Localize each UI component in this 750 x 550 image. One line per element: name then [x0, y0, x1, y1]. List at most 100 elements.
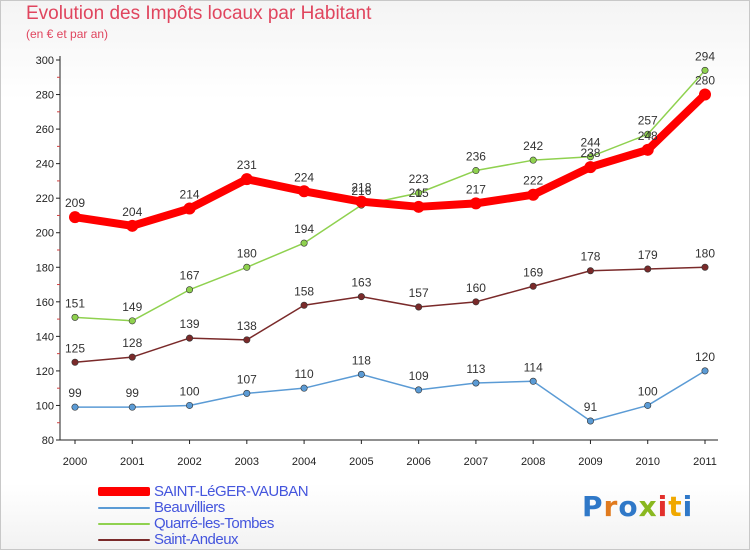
data-point: [243, 263, 251, 271]
data-label: 179: [638, 248, 658, 262]
x-tick-label: 2005: [349, 456, 373, 468]
y-tick-label: 260: [36, 124, 54, 136]
data-label: 163: [351, 276, 371, 290]
chart-subtitle: (en € et par an): [26, 27, 109, 41]
data-point: [644, 401, 652, 409]
series-line: [71, 90, 709, 230]
data-point: [71, 358, 79, 366]
data-point: [641, 143, 654, 156]
data-label: 128: [122, 336, 142, 350]
data-point: [298, 185, 311, 198]
data-point: [415, 386, 423, 394]
x-tick-label: 2006: [406, 456, 430, 468]
legend-swatch: [98, 507, 150, 509]
data-point: [415, 303, 423, 311]
data-point: [357, 293, 365, 301]
data-point: [701, 263, 709, 271]
data-point: [701, 367, 709, 375]
data-point: [527, 188, 540, 201]
data-label: 204: [122, 205, 142, 219]
data-label: 118: [352, 353, 371, 367]
y-tick-label: 280: [36, 90, 54, 102]
y-tick-label: 80: [42, 435, 54, 447]
logo-letter: o: [618, 490, 639, 523]
data-point: [240, 173, 253, 186]
y-tick-label: 140: [36, 331, 54, 343]
data-label: 238: [580, 146, 600, 160]
proxiti-logo: Proxiti: [582, 490, 693, 523]
x-tick-label: 2008: [521, 456, 545, 468]
data-point: [186, 334, 194, 342]
logo-letter: r: [603, 490, 619, 523]
series-line: [74, 266, 706, 364]
data-point: [472, 167, 480, 175]
data-label: 294: [695, 49, 715, 63]
data-point: [71, 313, 79, 321]
data-point: [412, 200, 425, 213]
data-point: [472, 379, 480, 387]
y-tick-label: 120: [36, 366, 54, 378]
data-point: [701, 66, 709, 74]
data-label: 242: [523, 139, 543, 153]
data-label: 224: [294, 170, 314, 184]
data-label: 231: [237, 158, 257, 172]
y-tick-label: 240: [36, 159, 54, 171]
data-point: [586, 153, 594, 161]
data-label: 218: [351, 181, 371, 195]
data-label: 209: [65, 196, 85, 210]
data-point: [472, 298, 480, 306]
data-point: [644, 130, 652, 138]
legend-label: SAINT-LéGER-VAUBAN: [154, 483, 309, 500]
x-tick-label: 2009: [578, 456, 602, 468]
data-label: 280: [695, 74, 715, 88]
data-point: [300, 239, 308, 247]
logo-letter: x: [638, 490, 658, 523]
data-label: 236: [466, 150, 486, 164]
y-tick-label: 100: [36, 400, 54, 412]
data-label: 167: [180, 269, 200, 283]
data-label: 151: [65, 296, 85, 310]
y-tick-label: 220: [36, 193, 54, 205]
data-point: [243, 389, 251, 397]
data-label: 110: [295, 367, 314, 381]
series-line: [74, 69, 706, 322]
data-point: [128, 317, 136, 325]
data-point: [469, 197, 482, 210]
data-label: 149: [122, 300, 142, 314]
legend-label: Beauvilliers: [154, 499, 225, 516]
logo-letter: t: [668, 490, 683, 523]
data-label: 169: [523, 265, 543, 279]
data-label: 180: [237, 246, 257, 260]
data-point: [300, 301, 308, 309]
data-label: 214: [180, 188, 200, 202]
data-point: [699, 88, 711, 101]
data-point: [357, 370, 365, 378]
legend-label: Quarré-les-Tombes: [154, 515, 274, 532]
data-label: 222: [523, 174, 543, 188]
x-tick-label: 2007: [464, 456, 488, 468]
data-label: 99: [68, 386, 82, 400]
chart-title: Evolution des Impôts locaux par Habitant: [26, 3, 372, 24]
data-label: 120: [695, 350, 715, 364]
data-label: 114: [524, 360, 543, 374]
x-tick-label: 2000: [63, 456, 87, 468]
legend-swatch: [98, 523, 150, 525]
y-tick-label: 200: [36, 228, 54, 240]
data-label: 107: [237, 372, 257, 386]
data-point: [186, 286, 194, 294]
x-tick-label: 2010: [635, 456, 659, 468]
data-point: [355, 195, 368, 208]
data-label: 178: [580, 250, 600, 264]
logo-letter: i: [657, 490, 669, 523]
data-point: [415, 189, 423, 197]
data-point: [126, 219, 139, 232]
logo-letter: i: [682, 490, 694, 523]
data-label: 223: [409, 172, 429, 186]
data-label: 248: [638, 129, 658, 143]
data-label: 138: [237, 319, 257, 333]
data-point: [529, 282, 537, 290]
data-point: [128, 403, 136, 411]
logo-letter: P: [582, 490, 604, 523]
data-point: [300, 384, 308, 392]
